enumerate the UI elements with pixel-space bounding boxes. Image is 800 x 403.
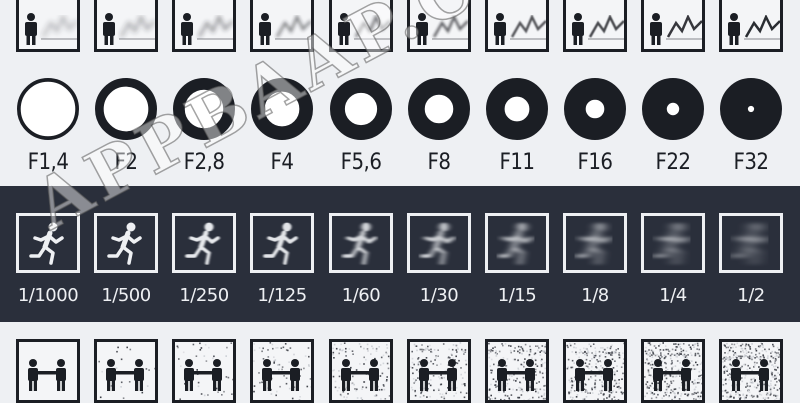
depth-frame	[250, 0, 314, 52]
aperture-label: F8	[404, 150, 474, 175]
depth-frame	[641, 0, 705, 52]
aperture-label: F22	[638, 150, 708, 175]
aperture-ring-icon	[326, 74, 396, 144]
iso-frame	[329, 339, 393, 403]
aperture-ring-icon	[638, 74, 708, 144]
running-person-icon	[187, 223, 218, 264]
shutter-speed-label: 1/500	[86, 285, 166, 306]
running-person-icon	[422, 223, 453, 264]
depth-frame	[16, 0, 80, 52]
person-icon	[650, 13, 662, 45]
aperture-label: F16	[560, 150, 630, 175]
iso-frame	[94, 339, 158, 403]
handshake-people-icon	[28, 359, 66, 391]
aperture-ring-icon	[482, 74, 552, 144]
person-icon	[181, 13, 193, 45]
running-person-icon	[265, 223, 296, 264]
iso-frame	[641, 339, 705, 403]
shutter-speed-label: 1/60	[321, 285, 401, 306]
running-person-icon	[734, 223, 765, 264]
person-icon	[416, 13, 428, 45]
iso-frame	[172, 339, 236, 403]
shutter-speed-label: 1/250	[164, 285, 244, 306]
shutter-frame	[250, 213, 314, 273]
handshake-people-icon	[575, 359, 613, 391]
shutter-frame	[563, 213, 627, 273]
person-icon	[494, 13, 506, 45]
aperture-label: F5,6	[326, 150, 396, 175]
running-person-icon	[31, 223, 62, 264]
shutter-frame	[94, 213, 158, 273]
aperture-label: F2	[91, 150, 161, 175]
person-icon	[25, 13, 37, 45]
person-icon	[728, 13, 740, 45]
person-icon	[259, 13, 271, 45]
iso-frame	[16, 339, 80, 403]
aperture-ring-icon	[247, 74, 317, 144]
shutter-speed-label: 1/8	[555, 285, 635, 306]
depth-frame	[563, 0, 627, 52]
aperture-ring-icon	[560, 74, 630, 144]
person-icon	[572, 13, 584, 45]
person-icon	[103, 13, 115, 45]
iso-frame	[250, 339, 314, 403]
shutter-frame	[329, 213, 393, 273]
running-person-icon	[109, 223, 140, 264]
depth-frame	[94, 0, 158, 52]
shutter-speed-label: 1/15	[477, 285, 557, 306]
iso-noise-row	[0, 322, 800, 400]
shutter-frame	[641, 213, 705, 273]
depth-frame	[172, 0, 236, 52]
aperture-label: F4	[247, 150, 317, 175]
shutter-frame	[407, 213, 471, 273]
running-person-icon	[656, 223, 687, 264]
shutter-speed-label: 1/30	[399, 285, 479, 306]
iso-frame	[563, 339, 627, 403]
aperture-label: F1,4	[13, 150, 83, 175]
shutter-speed-label: 1/2	[711, 285, 791, 306]
running-person-icon	[344, 223, 375, 264]
handshake-people-icon	[184, 359, 222, 391]
person-icon	[338, 13, 350, 45]
iso-frame	[407, 339, 471, 403]
shutter-frame	[485, 213, 549, 273]
aperture-ring-icon	[91, 74, 161, 144]
shutter-speed-label: 1/4	[633, 285, 713, 306]
aperture-ring-icon	[716, 74, 786, 144]
depth-of-field-row	[0, 0, 800, 62]
depth-frame	[719, 0, 783, 52]
aperture-ring-icon	[404, 74, 474, 144]
depth-frame	[407, 0, 471, 52]
shutter-frame	[719, 213, 783, 273]
aperture-ring-icon	[169, 74, 239, 144]
depth-frame	[329, 0, 393, 52]
aperture-label: F32	[716, 150, 786, 175]
shutter-speed-label: 1/1000	[8, 285, 88, 306]
shutter-frame	[172, 213, 236, 273]
aperture-ring-icon	[13, 74, 83, 144]
aperture-label: F11	[482, 150, 552, 175]
running-person-icon	[578, 223, 609, 264]
handshake-people-icon	[419, 359, 457, 391]
shutter-frame	[16, 213, 80, 273]
iso-frame	[719, 339, 783, 403]
shutter-speed-label: 1/125	[242, 285, 322, 306]
aperture-label: F2,8	[169, 150, 239, 175]
handshake-people-icon	[262, 359, 300, 391]
depth-frame	[485, 0, 549, 52]
aperture-row: F1,4 F2 F2,8 F4 F5,6 F8 F11 F16 F22 F32	[0, 62, 800, 184]
iso-frame	[485, 339, 549, 403]
running-person-icon	[500, 223, 531, 264]
